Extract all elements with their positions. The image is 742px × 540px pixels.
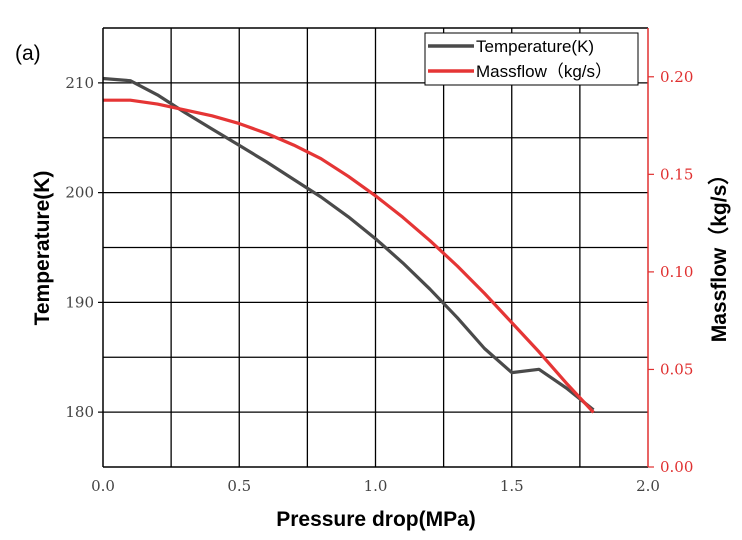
y2-tick-label: 0.05 [660, 360, 693, 378]
x-axis-title: Pressure drop(MPa) [276, 508, 476, 531]
legend-box [424, 32, 639, 86]
y-tick-label: 210 [65, 74, 94, 92]
y2-axis-title: Massflow（kg/s） [707, 164, 731, 343]
y2-tick-label: 0.15 [660, 165, 693, 183]
legend: Temperature(K) Massflow（kg/s） [424, 32, 639, 86]
y2-tick-label: 0.20 [660, 68, 693, 86]
series-layer [102, 76, 595, 414]
y-tick-label: 190 [65, 293, 94, 311]
x-tick-label: 0.5 [227, 477, 251, 495]
legend-label-temperature: Temperature(K) [476, 37, 594, 56]
y-axis-title: Temperature(K) [31, 171, 54, 326]
x-tick-label: 2.0 [636, 477, 660, 495]
x-tick-label: 1.0 [364, 477, 388, 495]
y2-tick-label: 0.00 [660, 458, 693, 476]
x-tick-label: 0.0 [91, 477, 115, 495]
tick-labels: 0.0 0.5 1.0 1.5 2.0 180 190 200 210 0.00 0.05 0.10 0… [65, 68, 693, 495]
legend-label-massflow: Massflow（kg/s） [476, 62, 612, 81]
series-line-massflow [103, 98, 595, 414]
panel-label: (a) [15, 42, 41, 65]
grid [103, 28, 648, 467]
axes [102, 27, 649, 468]
x-tick-label: 1.5 [500, 477, 524, 495]
y2-tick-label: 0.10 [660, 263, 693, 281]
y-tick-label: 180 [65, 403, 94, 421]
series-line-temperature [102, 76, 595, 412]
y-tick-label: 200 [65, 184, 94, 202]
